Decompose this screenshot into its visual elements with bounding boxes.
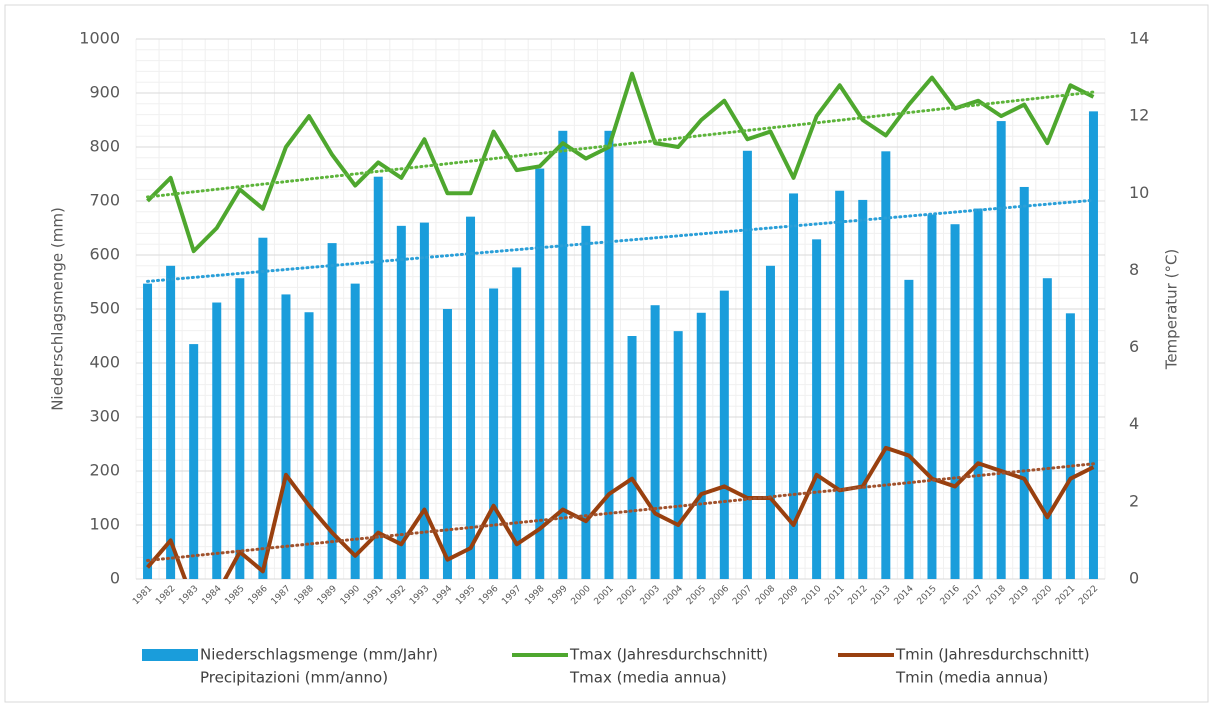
plot-area — [143, 71, 1098, 579]
bar — [581, 225, 591, 579]
y2-tick-label: 4 — [1129, 414, 1139, 433]
legend-label-alt: Precipitazioni (mm/anno) — [200, 669, 388, 687]
bar — [1065, 313, 1075, 579]
legend-label-alt: Tmax (media annua) — [569, 669, 727, 687]
legend-label: Niederschlagsmenge (mm/Jahr) — [200, 646, 438, 664]
bar — [373, 176, 383, 579]
y-tick-label: 300 — [89, 407, 120, 426]
y2-tick-label: 0 — [1129, 569, 1139, 588]
y-tick-label: 400 — [89, 353, 120, 372]
legend-label-alt: Tmin (media annua) — [895, 669, 1048, 687]
y-axis-title: Niederschlagsmenge (mm) — [49, 207, 67, 411]
bar — [212, 302, 222, 579]
bar — [950, 224, 960, 579]
bar — [858, 199, 868, 579]
bar — [627, 336, 637, 579]
bar — [650, 305, 660, 579]
bar — [904, 279, 914, 579]
bar — [696, 312, 706, 579]
trend-line — [146, 198, 1095, 283]
bar — [396, 225, 406, 579]
y-tick-label: 500 — [89, 299, 120, 318]
bar — [765, 265, 775, 579]
bar — [304, 312, 314, 579]
bar — [258, 237, 268, 579]
bar — [973, 208, 983, 579]
y-tick-label: 700 — [89, 191, 120, 210]
bar — [143, 283, 153, 579]
bar — [166, 265, 176, 579]
y2-tick-label: 10 — [1129, 183, 1149, 202]
bar — [673, 331, 683, 579]
bar — [535, 168, 545, 579]
y2-axis-title: Temperatur (°C) — [1163, 249, 1181, 371]
bar — [327, 243, 337, 579]
y2-tick-label: 8 — [1129, 260, 1139, 279]
y-tick-label: 100 — [89, 515, 120, 534]
y2-tick-label: 12 — [1129, 106, 1149, 125]
trend-line — [146, 90, 1095, 199]
y2-tick-label: 2 — [1129, 491, 1139, 510]
y2-tick-label: 6 — [1129, 337, 1139, 356]
bar — [419, 222, 429, 579]
legend-label: Tmin (Jahresdurchschnitt) — [895, 646, 1090, 664]
legend-label: Tmax (Jahresdurchschnitt) — [569, 646, 768, 664]
bar — [235, 278, 245, 579]
bar — [1042, 278, 1052, 579]
bar — [442, 309, 452, 579]
bar — [742, 150, 752, 579]
bar — [881, 151, 891, 579]
bar — [512, 267, 522, 579]
line — [146, 71, 1095, 254]
bar — [466, 216, 476, 579]
y-tick-label: 1000 — [79, 29, 120, 48]
bar — [996, 121, 1006, 579]
y-tick-label: 0 — [110, 569, 120, 588]
bar — [189, 344, 199, 579]
y-tick-label: 600 — [89, 245, 120, 264]
bar — [489, 288, 499, 579]
bar — [789, 193, 799, 579]
bar — [1088, 111, 1098, 579]
bar — [350, 283, 360, 579]
bar — [927, 214, 937, 579]
bar — [558, 130, 568, 579]
bar — [281, 294, 291, 579]
bar — [1019, 186, 1029, 579]
y-tick-label: 200 — [89, 461, 120, 480]
bar — [719, 290, 729, 579]
legend-swatch — [142, 649, 198, 661]
y-tick-label: 900 — [89, 83, 120, 102]
y2-tick-label: 14 — [1129, 29, 1149, 48]
bar — [812, 239, 822, 579]
y-tick-label: 800 — [89, 137, 120, 156]
trend-line — [146, 462, 1095, 562]
bar — [835, 190, 845, 579]
bar — [604, 130, 614, 579]
